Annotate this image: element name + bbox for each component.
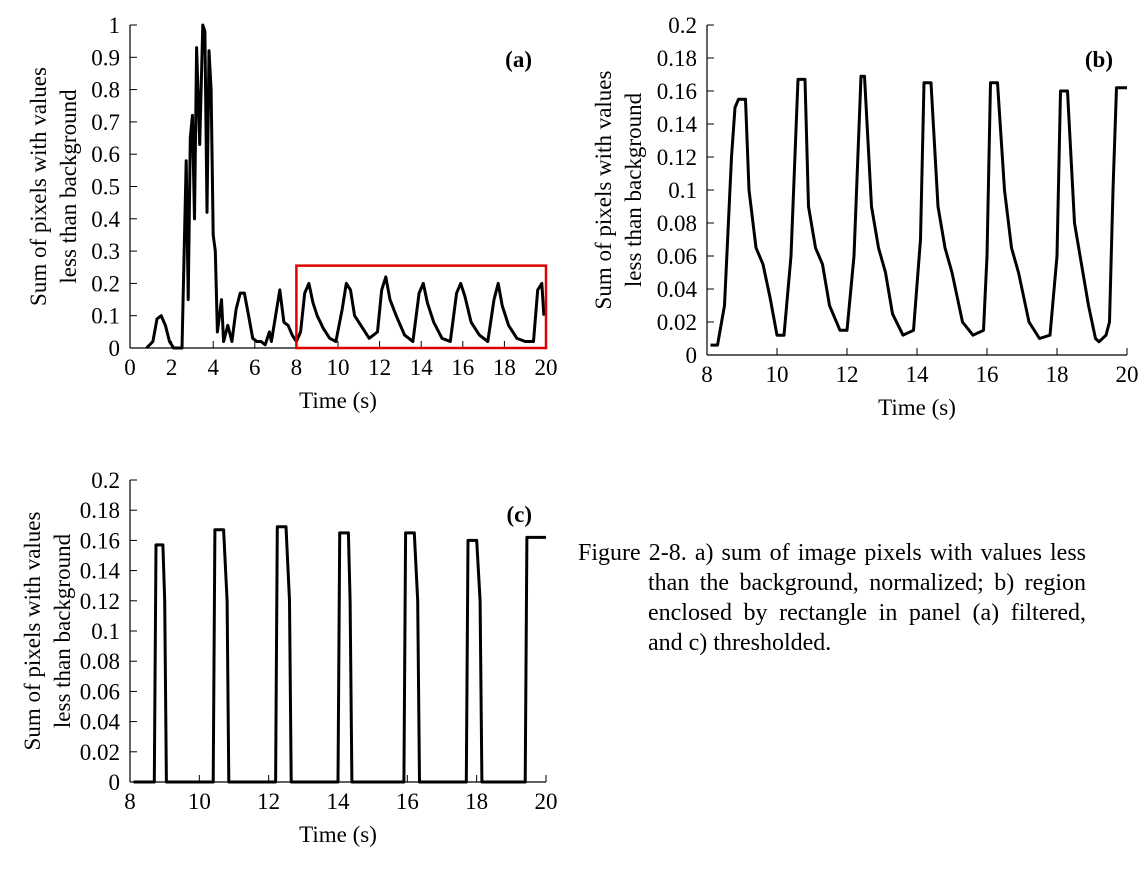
data-line	[145, 23, 546, 350]
y-tick-label: 0.1	[668, 178, 697, 203]
x-axis-label: Time (s)	[878, 395, 956, 420]
x-tick-label: 16	[396, 789, 419, 814]
y-axis-label: less than background	[50, 533, 75, 728]
y-tick-label: 0.18	[657, 46, 697, 71]
x-tick-label: 20	[535, 355, 558, 380]
y-tick-label: 0.5	[91, 175, 120, 200]
y-tick-label: 0.08	[80, 649, 120, 674]
y-tick-label: 0	[109, 336, 121, 361]
x-tick-label: 20	[535, 789, 558, 814]
y-tick-label: 0.18	[80, 498, 120, 523]
y-tick-label: 0.02	[80, 740, 120, 765]
data-line	[710, 74, 1127, 347]
x-tick-label: 10	[766, 362, 789, 387]
x-tick-label: 0	[124, 355, 136, 380]
y-tick-label: 0.7	[91, 110, 120, 135]
y-tick-label: 0	[686, 343, 698, 368]
y-axis-label: Sum of pixels with values	[26, 67, 51, 306]
x-tick-label: 8	[701, 362, 713, 387]
y-tick-label: 0.06	[657, 244, 697, 269]
x-tick-label: 8	[291, 355, 303, 380]
x-tick-label: 14	[906, 362, 930, 387]
y-tick-label: 0.9	[91, 45, 120, 70]
x-tick-label: 16	[451, 355, 474, 380]
y-axis-label: less than background	[56, 89, 81, 284]
x-tick-label: 2	[166, 355, 178, 380]
panel-label: (c)	[506, 502, 532, 527]
y-tick-label: 0.14	[80, 559, 121, 584]
y-tick-label: 0.14	[657, 112, 698, 137]
x-tick-label: 18	[493, 355, 516, 380]
y-tick-label: 0.12	[80, 589, 120, 614]
figure-caption: Figure 2-8. a) sum of image pixels with …	[578, 540, 1086, 656]
x-tick-label: 18	[465, 789, 488, 814]
x-tick-label: 20	[1116, 362, 1139, 387]
y-axis-label: less than background	[621, 92, 646, 287]
x-tick-label: 4	[207, 355, 219, 380]
y-tick-label: 0	[109, 770, 121, 795]
y-axis-label: Sum of pixels with values	[20, 511, 45, 750]
highlight-box	[295, 264, 548, 350]
x-tick-label: 10	[188, 789, 211, 814]
x-axis-label: Time (s)	[299, 822, 377, 847]
y-tick-label: 0.02	[657, 310, 697, 335]
y-tick-label: 0.06	[80, 679, 120, 704]
y-tick-label: 0.1	[91, 619, 120, 644]
y-tick-label: 0.04	[657, 277, 698, 302]
panel-label: (b)	[1085, 47, 1113, 72]
data-line	[133, 525, 546, 784]
y-tick-label: 0.16	[657, 79, 697, 104]
x-tick-label: 8	[124, 789, 136, 814]
x-tick-label: 16	[976, 362, 999, 387]
x-axis-label: Time (s)	[299, 388, 377, 413]
y-tick-label: 0.2	[668, 13, 697, 38]
y-tick-label: 0.2	[91, 468, 120, 493]
y-tick-label: 0.08	[657, 211, 697, 236]
x-tick-label: 12	[836, 362, 859, 387]
chart: 0 0.02 0.04 0.06 0.08 0.1 0.12 0.14 0.16 0.18 0.2 8…	[591, 13, 1139, 420]
x-tick-label: 12	[368, 355, 391, 380]
y-tick-label: 0.6	[91, 142, 120, 167]
y-tick-label: 0.16	[80, 528, 120, 553]
x-tick-label: 18	[1046, 362, 1069, 387]
x-tick-label: 6	[249, 355, 261, 380]
y-tick-label: 0.8	[91, 78, 120, 103]
x-tick-label: 12	[257, 789, 280, 814]
y-axis-label: Sum of pixels with values	[591, 70, 616, 309]
chart: 0 0.02 0.04 0.06 0.08 0.1 0.12 0.14 0.16 0.18 0.2 8…	[20, 468, 558, 847]
y-tick-label: 1	[109, 13, 121, 38]
x-tick-label: 14	[410, 355, 434, 380]
y-tick-label: 0.1	[91, 304, 120, 329]
y-tick-label: 0.12	[657, 145, 697, 170]
y-tick-label: 0.04	[80, 710, 121, 735]
y-tick-label: 0.4	[91, 207, 120, 232]
y-tick-label: 0.3	[91, 239, 120, 264]
y-tick-label: 0.2	[91, 271, 120, 296]
x-tick-label: 10	[327, 355, 350, 380]
chart: 00.10.20.30.40.50.60.70.80.910 2 4 6 8 10 12 14…	[26, 13, 558, 413]
x-tick-label: 14	[327, 789, 351, 814]
panel-label: (a)	[505, 47, 532, 72]
